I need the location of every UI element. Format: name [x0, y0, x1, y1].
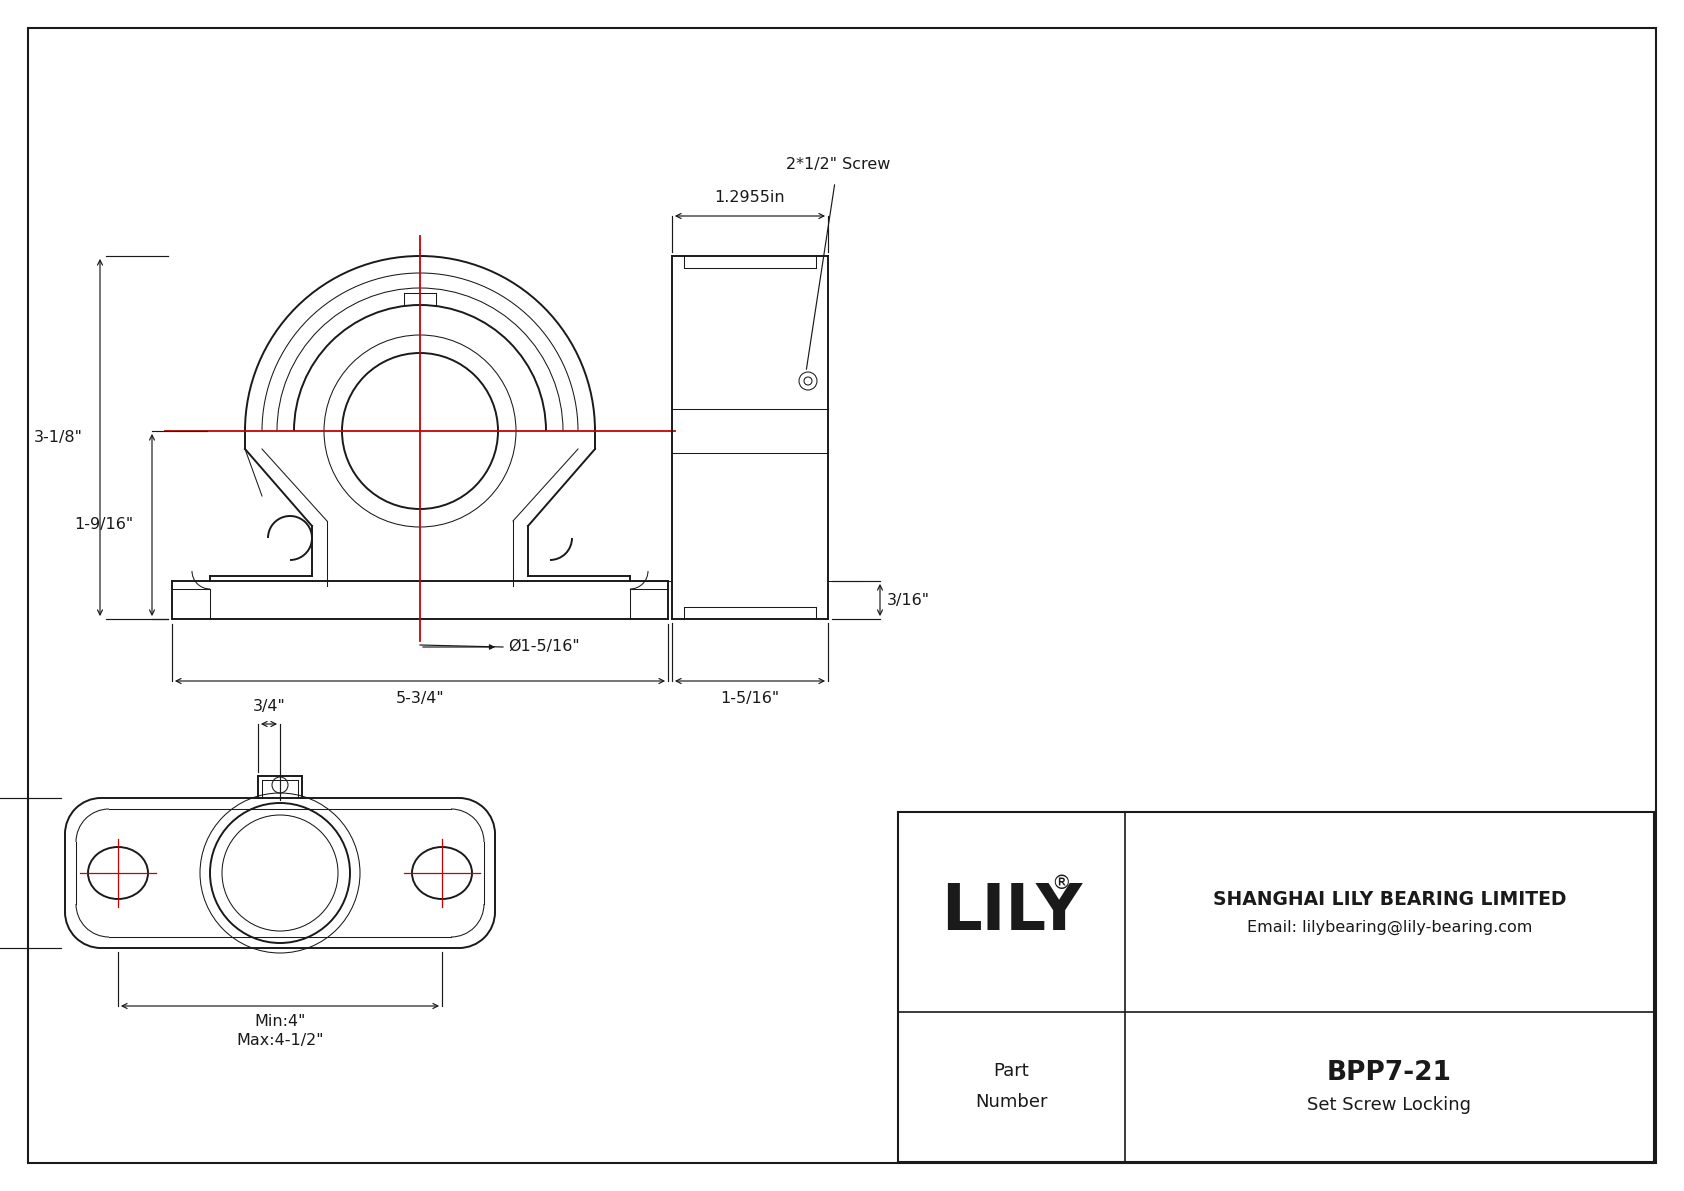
- Text: LILY: LILY: [941, 881, 1083, 943]
- Text: Set Screw Locking: Set Screw Locking: [1307, 1096, 1472, 1114]
- Text: 1-5/16": 1-5/16": [721, 692, 780, 706]
- Text: SHANGHAI LILY BEARING LIMITED: SHANGHAI LILY BEARING LIMITED: [1212, 890, 1566, 909]
- Text: 1-9/16": 1-9/16": [74, 518, 133, 532]
- Text: 2*1/2" Screw: 2*1/2" Screw: [786, 157, 891, 172]
- Text: Part
Number: Part Number: [975, 1062, 1047, 1111]
- Text: Max:4-1/2": Max:4-1/2": [236, 1033, 323, 1048]
- Text: Min:4": Min:4": [254, 1015, 306, 1029]
- Text: 5-3/4": 5-3/4": [396, 692, 445, 706]
- Text: 3/4": 3/4": [253, 698, 285, 713]
- Text: ®: ®: [1051, 874, 1071, 893]
- Text: Ø1-5/16": Ø1-5/16": [509, 640, 579, 655]
- Text: 1.2955in: 1.2955in: [714, 191, 785, 206]
- Text: 3/16": 3/16": [886, 592, 930, 607]
- Text: BPP7-21: BPP7-21: [1327, 1060, 1452, 1086]
- Text: Email: lilybearing@lily-bearing.com: Email: lilybearing@lily-bearing.com: [1246, 921, 1532, 935]
- Text: 3-1/8": 3-1/8": [34, 430, 83, 445]
